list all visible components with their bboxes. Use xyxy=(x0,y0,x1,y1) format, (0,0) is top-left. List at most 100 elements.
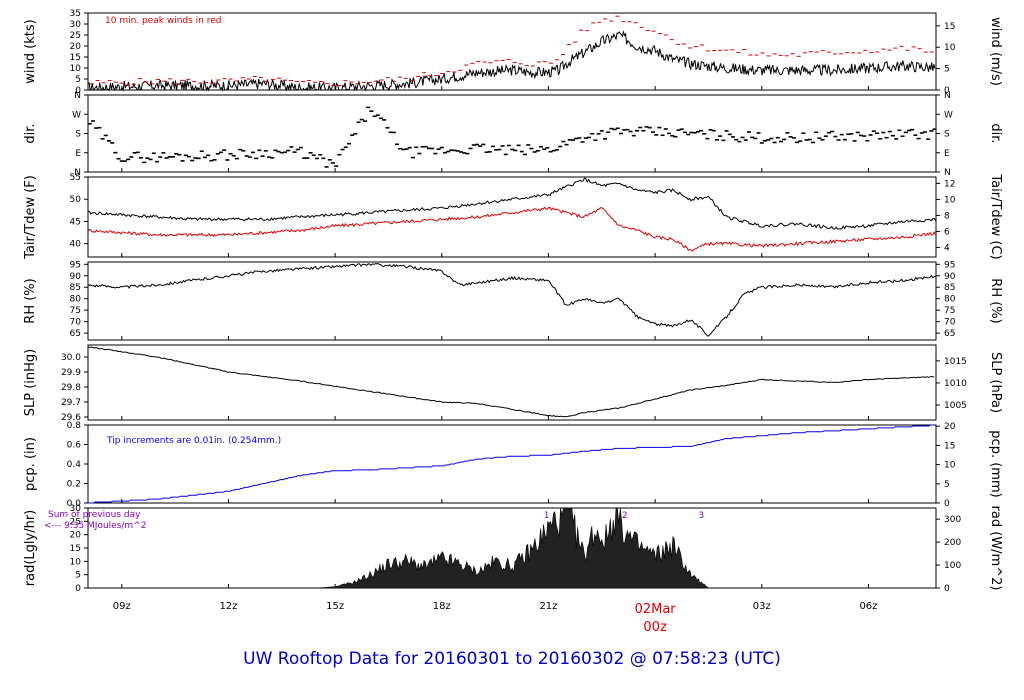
precip-y-axis-tick-label: 0.4 xyxy=(67,460,82,470)
time-axis-label: 00z xyxy=(643,620,667,635)
temp-panel-frame xyxy=(87,176,937,258)
temp-y2-axis-tick-label: 8 xyxy=(944,211,950,221)
slp-ylabel: SLP (inHg) xyxy=(23,349,38,417)
rad-marker-3: 3 xyxy=(698,511,704,521)
precip-y2-axis-tick-label: 5 xyxy=(944,480,950,490)
rh-y2-axis-tick-label: 65 xyxy=(944,329,955,339)
dir-y2-axis-tick-label: S xyxy=(944,130,950,140)
dir-y-axis-tick-label: E xyxy=(75,149,81,159)
slp-y-axis-tick-label: 29.9 xyxy=(61,368,81,378)
temp-y-axis-tick-label: 50 xyxy=(70,195,82,205)
temp-y2-axis-tick-label: 4 xyxy=(944,243,950,253)
precip-y-axis-tick-label: 0.2 xyxy=(67,480,81,490)
rh-y-axis-tick-label: 65 xyxy=(70,329,81,339)
rh-y2-axis-tick-label: 75 xyxy=(944,306,955,316)
time-axis-label: 18z xyxy=(433,601,451,612)
rad-y-axis-tick-label: 25 xyxy=(70,517,81,527)
rh-y2-axis-tick-label: 80 xyxy=(944,295,956,305)
wind-y2-axis-tick-label: 15 xyxy=(944,22,955,32)
time-axis-label: 15z xyxy=(326,601,344,612)
wind-y2-axis-tick-label: 10 xyxy=(944,43,956,53)
temp-y-axis-tick-label: 55 xyxy=(70,173,81,183)
dir-y2-axis-tick-label: W xyxy=(944,110,953,120)
slp-series-line xyxy=(87,346,935,418)
rad-marker-1: 1 xyxy=(544,511,550,521)
rh-y-axis-tick-label: 95 xyxy=(70,260,81,270)
temp-y2label: Tair/Tdew (C) xyxy=(988,173,1003,259)
temp-y2-axis-tick-label: 12 xyxy=(944,179,955,189)
rad-y-axis-tick-label: 15 xyxy=(70,544,81,554)
rh-y-axis-tick-label: 85 xyxy=(70,283,81,293)
rh-y2-axis-tick-label: 70 xyxy=(944,318,956,328)
rad-y2-axis-tick-label: 200 xyxy=(944,538,961,548)
rh-panel-frame xyxy=(87,261,937,341)
dir-y2label: dir. xyxy=(988,123,1003,143)
wind-annotation: 10 min. peak winds in red xyxy=(105,16,222,26)
date-label: 02Mar xyxy=(635,602,677,617)
slp-y-axis-tick-label: 29.8 xyxy=(61,383,81,393)
precip-y2-axis-tick-label: 10 xyxy=(944,461,956,471)
slp-panel-frame xyxy=(87,344,937,421)
precip-y2-axis-tick-label: 0 xyxy=(944,499,950,509)
precip-y2-axis-tick-label: 20 xyxy=(944,422,956,432)
temp-y-axis-tick-label: 45 xyxy=(70,217,81,227)
rad-y2-axis-tick-label: 100 xyxy=(944,561,961,571)
slp-y2-axis-tick-label: 1005 xyxy=(944,401,967,411)
time-axis-label: 03z xyxy=(753,601,771,612)
time-axis-label: 12z xyxy=(219,601,237,612)
wind-ylabel: wind (kts) xyxy=(23,19,38,83)
rad-y2-axis-tick-label: 0 xyxy=(944,584,950,594)
wind-series-line xyxy=(87,30,936,92)
rad-y-axis-tick-label: 10 xyxy=(70,557,82,567)
rad-marker-2: 2 xyxy=(622,511,628,521)
rad-y2-axis-tick-label: 300 xyxy=(944,515,961,525)
rad-area xyxy=(317,507,710,589)
page-title: UW Rooftop Data for 20160301 to 20160302… xyxy=(243,649,781,669)
time-axis-label: 06z xyxy=(859,601,877,612)
time-axis-label: 21z xyxy=(539,601,557,612)
wind-y-axis-tick-label: 35 xyxy=(70,9,81,19)
rh-y2label: RH (%) xyxy=(988,278,1003,323)
wind-y-axis-tick-label: 0 xyxy=(75,86,81,96)
wind-panel-frame xyxy=(87,12,937,91)
rad-y-axis-tick-label: 20 xyxy=(70,531,82,541)
slp-y-axis-tick-label: 29.7 xyxy=(61,398,81,408)
rh-y-axis-tick-label: 90 xyxy=(70,272,82,282)
wind-y-axis-tick-label: 5 xyxy=(75,75,81,85)
dir-y-axis-tick-label: W xyxy=(72,110,81,120)
temp-y2-axis-tick-label: 10 xyxy=(944,195,956,205)
time-axis-label: 09z xyxy=(113,601,131,612)
dir-y-axis-tick-label: S xyxy=(75,130,81,140)
dir-y2-axis-tick-label: N xyxy=(944,91,951,101)
precip-y-axis-tick-label: 0.0 xyxy=(67,499,82,509)
tdew-series-line xyxy=(87,206,937,252)
wind-y-axis-tick-label: 10 xyxy=(70,64,82,74)
rh-y-axis-tick-label: 75 xyxy=(70,306,81,316)
wind-y2label: wind (m/s) xyxy=(988,17,1003,86)
dir-ylabel: dir. xyxy=(23,123,38,143)
slp-y2label: SLP (hPa) xyxy=(988,352,1003,413)
rad-y-axis-tick-label: 30 xyxy=(70,504,82,514)
slp-y-axis-tick-label: 30.0 xyxy=(61,353,81,363)
rh-ylabel: RH (%) xyxy=(23,278,38,323)
wind-y-axis-tick-label: 15 xyxy=(70,53,81,63)
rh-series-line xyxy=(87,262,936,337)
rad-ylabel: rad(Lgly/hr) xyxy=(23,510,38,586)
precip-y-axis-tick-label: 0.8 xyxy=(67,421,82,431)
dir-y2-axis-tick-label: E xyxy=(944,149,950,159)
rh-y2-axis-tick-label: 85 xyxy=(944,283,955,293)
wind-y-axis-tick-label: 30 xyxy=(70,20,82,30)
temp-y-axis-tick-label: 40 xyxy=(70,240,82,250)
rad-note-line-2: <--- 9.35 MJoules/m^2 xyxy=(44,521,146,531)
dir-y-axis-tick-label: N xyxy=(74,91,81,101)
wind-y-axis-tick-label: 20 xyxy=(70,42,82,52)
dir-y2-axis-tick-label: N xyxy=(944,168,951,178)
precip-ylabel: pcp. (in) xyxy=(23,437,38,491)
wind-y2-axis-tick-label: 0 xyxy=(944,86,950,96)
slp-y2-axis-tick-label: 1015 xyxy=(944,357,967,367)
precip-y2-axis-tick-label: 15 xyxy=(944,441,955,451)
precip-y2label: pcp. (mm) xyxy=(988,430,1003,497)
precip-annotation: Tip increments are 0.01in. (0.254mm.) xyxy=(106,436,281,446)
dir-y-axis-tick-label: N xyxy=(74,168,81,178)
